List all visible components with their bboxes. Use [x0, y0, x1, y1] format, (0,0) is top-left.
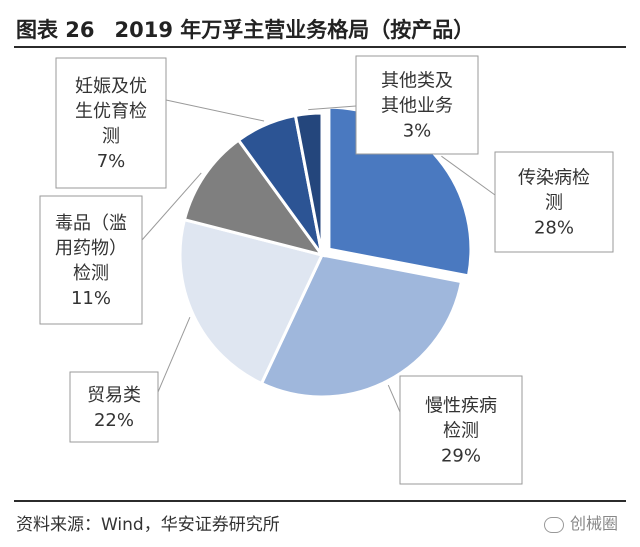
data-label-1: 28%	[534, 218, 574, 239]
slice-label-5-line-2: 生优育检	[75, 101, 147, 122]
data-label-2: 29%	[441, 446, 481, 467]
slice-label-6-line-2: 其他业务	[381, 96, 453, 117]
leader-line-6	[308, 105, 357, 111]
data-label-3: 22%	[94, 410, 134, 431]
slice-label-3-line-1: 贸易类	[87, 385, 141, 406]
leader-line-4	[141, 172, 202, 241]
chart-title: 图表 26 2019 年万孚主营业务格局（按产品）	[16, 14, 474, 44]
callout-boxes: 传染病检测28%慢性疾病检测29%贸易类22%毒品（滥用药物）检测11%妊娠及优…	[39, 55, 614, 485]
callout-box-5	[55, 57, 167, 189]
callout-box-2	[399, 375, 523, 485]
slice-4	[182, 138, 326, 258]
slice-label-4-line-2: 用药物）	[55, 238, 127, 259]
slice-3	[178, 217, 325, 386]
slice-label-1-line-1: 传染病检	[518, 168, 590, 189]
source-note: 资料来源：Wind，华安证券研究所	[16, 515, 280, 535]
slice-label-4-line-3: 检测	[73, 263, 109, 284]
leader-line-5	[165, 99, 265, 122]
top-rule	[14, 46, 626, 48]
bottom-rule	[14, 500, 626, 502]
leader-line-1	[441, 155, 496, 196]
slice-2	[259, 253, 464, 399]
watermark-text: 创械圈	[569, 514, 618, 533]
slice-label-5-line-1: 妊娠及优	[75, 76, 147, 97]
slice-label-2-line-1: 慢性疾病	[425, 396, 497, 417]
callout-box-6	[355, 55, 479, 155]
data-label-5: 7%	[97, 151, 126, 172]
slice-label-2-line-2: 检测	[443, 421, 479, 442]
slice-label-4-line-1: 毒品（滥	[55, 213, 127, 234]
data-label-6: 3%	[403, 121, 432, 142]
slice-6	[293, 111, 324, 256]
title-text: 2019 年万孚主营业务格局（按产品）	[114, 18, 475, 42]
pie-chart: 传染病检测28%慢性疾病检测29%贸易类22%毒品（滥用药物）检测11%妊娠及优…	[39, 55, 614, 485]
data-label-4: 11%	[71, 288, 111, 309]
callout-box-1	[494, 151, 614, 253]
slice-label-6-line-1: 其他类及	[381, 71, 453, 92]
pie-slices	[178, 105, 473, 399]
callout-box-4	[39, 195, 143, 325]
slice-label-5-line-3: 测	[102, 126, 120, 147]
leader-line-3	[157, 316, 191, 393]
leader-line-2	[387, 384, 401, 413]
callout-box-3	[69, 371, 159, 443]
wechat-icon	[543, 516, 564, 533]
slice-label-1-line-2: 测	[545, 193, 563, 214]
watermark: 创械圈	[543, 510, 618, 534]
callout-leaders	[141, 99, 496, 413]
figure-number: 图表 26	[16, 18, 95, 42]
